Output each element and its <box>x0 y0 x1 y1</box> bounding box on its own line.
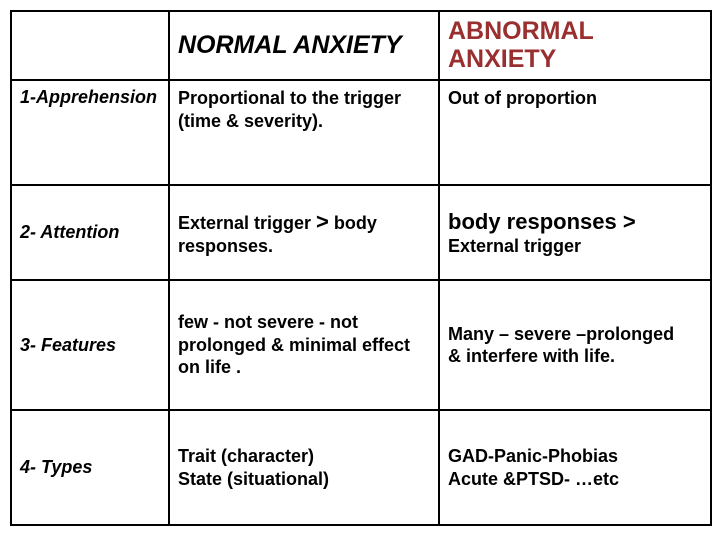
row3-abnormal: Many – severe –prolonged & interfere wit… <box>439 280 711 410</box>
row3-abnormal-line2: & interfere with life. <box>448 346 615 366</box>
row2-normal-gt: > <box>316 209 329 234</box>
row-attention: 2- Attention External trigger > body res… <box>11 185 711 280</box>
header-row: NORMAL ANXIETY ABNORMAL ANXIETY <box>11 11 711 80</box>
row2-abnormal: body responses > External trigger <box>439 185 711 280</box>
anxiety-comparison-table: NORMAL ANXIETY ABNORMAL ANXIETY 1-Appreh… <box>10 10 712 526</box>
row4-abnormal: GAD-Panic-Phobias Acute &PTSD- …etc <box>439 410 711 525</box>
row2-abnormal-small: External trigger <box>448 236 581 256</box>
row1-normal: Proportional to the trigger (time & seve… <box>169 80 439 185</box>
row-features: 3- Features few - not severe - not prolo… <box>11 280 711 410</box>
row-apprehension: 1-Apprehension Proportional to the trigg… <box>11 80 711 185</box>
header-abnormal: ABNORMAL ANXIETY <box>439 11 711 80</box>
row3-normal: few - not severe - not prolonged & minim… <box>169 280 439 410</box>
row2-label: 2- Attention <box>11 185 169 280</box>
row1-abnormal: Out of proportion <box>439 80 711 185</box>
row1-normal-line2: (time & severity). <box>178 111 323 131</box>
row3-abnormal-line1: Many – severe –prolonged <box>448 324 674 344</box>
header-normal: NORMAL ANXIETY <box>169 11 439 80</box>
row1-normal-line1: Proportional to the trigger <box>178 88 401 108</box>
row4-normal: Trait (character) State (situational) <box>169 410 439 525</box>
row2-normal: External trigger > body responses. <box>169 185 439 280</box>
header-abnormal-line1: ABNORMAL <box>448 17 594 45</box>
header-blank <box>11 11 169 80</box>
row4-normal-line2: State (situational) <box>178 469 329 489</box>
row4-abnormal-line2: Acute &PTSD- …etc <box>448 469 619 489</box>
row1-label: 1-Apprehension <box>11 80 169 185</box>
row-types: 4- Types Trait (character) State (situat… <box>11 410 711 525</box>
row4-label: 4- Types <box>11 410 169 525</box>
row3-label: 3- Features <box>11 280 169 410</box>
row4-normal-line1: Trait (character) <box>178 446 314 466</box>
row2-abnormal-big: body responses > <box>448 209 636 234</box>
header-abnormal-line2: ANXIETY <box>448 45 556 73</box>
row4-abnormal-line1: GAD-Panic-Phobias <box>448 446 618 466</box>
row2-normal-prefix: External trigger <box>178 213 316 233</box>
